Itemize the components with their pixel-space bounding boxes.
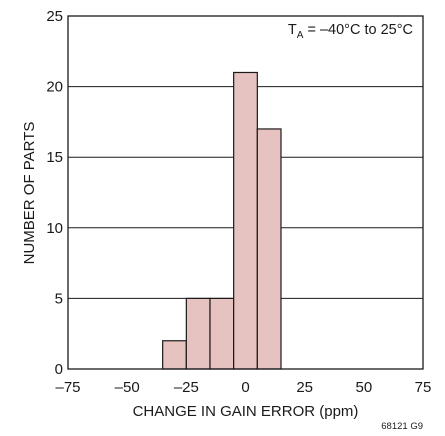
histogram-bar — [234, 72, 258, 369]
y-tick-label: 5 — [55, 290, 63, 307]
x-tick-label: 75 — [415, 379, 432, 396]
y-tick-label: 15 — [46, 149, 63, 166]
x-tick-label: 25 — [296, 379, 313, 396]
x-axis-ticks: –75 –50 –25 0 25 50 75 — [55, 379, 431, 396]
y-axis-ticks: 0 5 10 15 20 25 — [46, 8, 63, 378]
histogram-bar — [163, 341, 187, 369]
histogram-bar — [257, 129, 281, 369]
y-tick-label: 25 — [46, 8, 63, 25]
histogram-bar — [210, 298, 234, 369]
temperature-annotation: TA = –40°C to 25°C — [288, 22, 413, 41]
histogram-bars — [163, 72, 281, 369]
x-tick-label: 0 — [241, 379, 249, 396]
x-tick-label: –75 — [55, 379, 80, 396]
annotation-prefix: T — [288, 22, 297, 38]
y-tick-label: 20 — [46, 79, 63, 96]
histogram-bar — [186, 298, 210, 369]
y-tick-label: 0 — [55, 361, 63, 378]
x-axis-title: CHANGE IN GAIN ERROR (ppm) — [133, 403, 359, 420]
x-tick-label: –50 — [115, 379, 140, 396]
y-axis-title: NUMBER OF PARTS — [21, 122, 38, 265]
annotation-text: = –40°C to 25°C — [303, 22, 413, 38]
x-tick-label: 50 — [355, 379, 372, 396]
x-tick-label: –25 — [174, 379, 199, 396]
figure-id: 68121 G9 — [381, 421, 423, 432]
y-tick-label: 10 — [46, 220, 63, 237]
